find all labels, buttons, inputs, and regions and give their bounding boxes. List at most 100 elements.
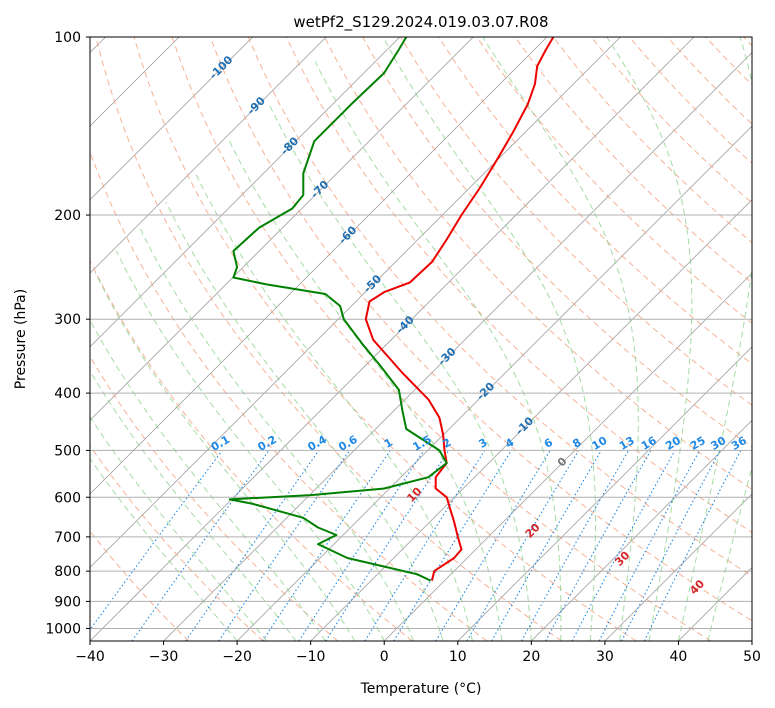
y-axis-label: Pressure (hPa) <box>13 289 29 389</box>
moist-adiabat-line <box>677 37 752 641</box>
mixing-ratio-line <box>131 450 270 641</box>
mixing-ratio-line <box>262 450 391 641</box>
isotherm-label: -10 <box>513 414 536 437</box>
chart-title: wetPf2_S129.2024.019.03.07.R08 <box>293 13 548 32</box>
dry-adiabat-line <box>133 37 637 641</box>
isotherm-line <box>383 272 752 641</box>
dry-adiabat-line <box>209 37 752 622</box>
moist-adiabat-line <box>90 415 267 641</box>
dry-adiabat-line <box>552 37 752 244</box>
moist-adiabat-label: 30 <box>612 549 632 569</box>
mixing-ratio-label: 2 <box>440 436 453 451</box>
y-tick-label: 800 <box>54 564 81 580</box>
dry-adiabat-line <box>90 355 339 641</box>
dry-adiabat-line <box>743 37 752 47</box>
moist-adiabat-line <box>94 272 356 641</box>
y-axis: 100 200 300 400 500 600 700 800 900 1000 <box>45 30 90 637</box>
moist-adiabat-line <box>90 370 297 641</box>
mixing-ratio-line <box>545 450 652 641</box>
dewpoint-line <box>228 37 448 582</box>
dry-adiabat-line <box>90 150 488 641</box>
temperature-line <box>364 37 555 581</box>
isotherm-line <box>90 37 621 568</box>
x-tick-label: 40 <box>670 649 688 665</box>
moist-adiabat-label: 10 <box>404 485 424 505</box>
moist-adiabat-line <box>707 465 752 641</box>
isotherm-line <box>90 37 474 421</box>
mixing-ratio-label: 4 <box>503 436 516 451</box>
moist-adiabat-line <box>606 37 693 641</box>
y-tick-label: 400 <box>54 386 81 402</box>
moist-adiabat-label: 20 <box>523 520 543 540</box>
dry-adiabat-line <box>667 37 752 125</box>
moist-adiabat-label: 40 <box>687 577 707 597</box>
mixing-ratio-line <box>185 450 320 641</box>
x-tick-label: 0 <box>380 649 389 665</box>
plot-frame <box>89 36 753 642</box>
isotherm-line <box>751 640 752 641</box>
isotherm-line <box>90 37 401 348</box>
isotherm-line <box>457 346 752 641</box>
x-tick-label: 10 <box>449 649 467 665</box>
isotherm-line <box>531 419 752 641</box>
isotherm-line <box>163 52 752 641</box>
x-tick-label: 50 <box>743 649 761 665</box>
moist-adiabat-line <box>90 457 238 641</box>
mixing-ratio-line <box>643 450 742 641</box>
x-tick-label: −40 <box>75 649 105 665</box>
moist-adiabat-line <box>165 201 444 641</box>
dry-adiabat-line <box>514 37 752 284</box>
dry-adiabat-line <box>90 259 413 641</box>
isotherm-label: 0 <box>555 454 570 469</box>
dry-adiabat-line <box>628 37 752 164</box>
mixing-ratio-line <box>325 450 450 641</box>
x-tick-label: −30 <box>149 649 179 665</box>
dry-adiabat-line <box>590 37 752 204</box>
y-tick-label: 700 <box>54 530 81 546</box>
x-axis-label: Temperature (°C) <box>360 681 482 697</box>
y-tick-label: 900 <box>54 594 81 610</box>
mixing-ratio-label: 6 <box>542 436 555 451</box>
x-axis: −40 −30 −20 −10 0 10 20 30 40 50 <box>75 641 761 665</box>
moist-adiabat-line <box>314 61 562 641</box>
y-tick-label: 600 <box>54 490 81 506</box>
moist-adiabat-line <box>482 37 639 641</box>
moist-adiabat-line <box>139 227 415 641</box>
pressure-grid <box>90 37 752 629</box>
isotherm-label: -70 <box>308 178 331 201</box>
x-tick-label: 30 <box>596 649 614 665</box>
dry-adiabat-line <box>171 37 712 641</box>
dry-adiabat-line <box>705 37 752 86</box>
mixing-ratio-line <box>521 450 630 641</box>
y-tick-label: 500 <box>54 443 81 459</box>
isotherm-label: -50 <box>361 272 384 295</box>
isotherm-label: -100 <box>207 53 236 82</box>
x-tick-label: 20 <box>522 649 540 665</box>
isotherm-line <box>236 125 752 641</box>
moist-adiabat-line <box>90 319 326 641</box>
isotherm-line <box>678 566 752 641</box>
y-tick-label: 100 <box>54 30 81 46</box>
isotherm-line <box>90 37 253 201</box>
dry-adiabat-line <box>324 37 752 490</box>
isotherm-label: -60 <box>336 223 359 246</box>
dry-adiabat-line <box>285 37 752 534</box>
background-lines <box>90 37 752 641</box>
moist-adiabat-line <box>115 250 385 641</box>
isotherm-line <box>90 37 548 495</box>
x-tick-label: −20 <box>222 649 252 665</box>
dry-adiabat-line <box>247 37 752 577</box>
mixing-ratio-line <box>393 450 512 641</box>
moist-adiabat-line <box>268 104 532 641</box>
isotherm-line <box>90 37 327 274</box>
y-tick-label: 200 <box>54 208 81 224</box>
mixing-ratio-line <box>218 450 351 641</box>
isotherm-labels: -100-90-80-70-60-50-40-30-20-100 <box>207 53 570 469</box>
isotherm-label: -40 <box>394 313 417 336</box>
dry-adiabat-line <box>90 444 264 641</box>
isotherm-label: -20 <box>474 380 497 403</box>
isotherm-line <box>604 493 752 641</box>
moist-adiabat-line <box>195 173 473 641</box>
y-tick-label: 1000 <box>45 621 81 637</box>
